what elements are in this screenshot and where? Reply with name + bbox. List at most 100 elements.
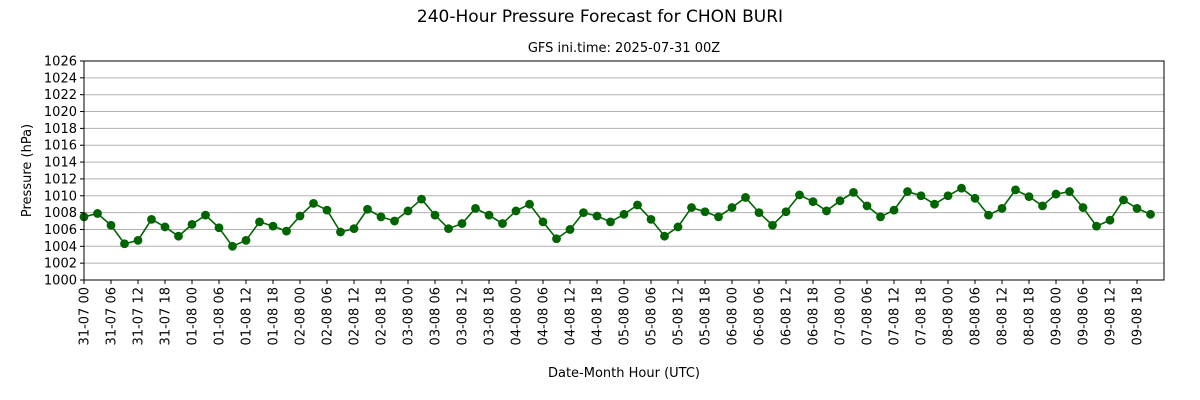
data-point <box>498 219 507 228</box>
y-tick-label: 1014 <box>44 156 77 171</box>
y-tick-label: 1026 <box>44 55 77 70</box>
x-tick-label: 04-08 12 <box>564 287 579 345</box>
data-point <box>822 206 831 216</box>
x-tick-label: 08-08 12 <box>996 287 1011 345</box>
x-tick-label: 07-08 18 <box>915 287 930 345</box>
data-point <box>754 208 764 218</box>
data-point <box>93 209 102 218</box>
data-point <box>1011 185 1020 195</box>
x-tick-label: 04-08 06 <box>537 287 552 345</box>
data-point <box>646 214 656 224</box>
chart-title: 240-Hour Pressure Forecast for CHON BURI <box>417 7 783 27</box>
x-tick-label: 31-07 06 <box>105 287 120 345</box>
data-point <box>255 217 264 227</box>
data-point <box>511 206 521 216</box>
y-tick-label: 1022 <box>44 88 77 103</box>
x-tick-label: 05-08 06 <box>645 287 660 345</box>
data-point <box>403 206 413 216</box>
data-point <box>322 205 332 215</box>
x-tick-label: 31-07 18 <box>159 287 174 345</box>
data-point <box>930 199 939 209</box>
x-tick-label: 07-08 12 <box>888 287 903 345</box>
y-axis-label: Pressure (hPa) <box>20 124 35 217</box>
x-tick-label: 03-08 06 <box>429 287 444 345</box>
data-point <box>349 224 359 234</box>
data-point <box>417 194 426 204</box>
data-point <box>390 216 399 226</box>
x-tick-label: 09-08 06 <box>1077 287 1092 345</box>
data-point <box>673 222 683 232</box>
x-tick-label: 05-08 12 <box>672 287 687 345</box>
x-tick-label: 01-08 06 <box>213 287 228 345</box>
x-tick-label: 01-08 00 <box>186 287 201 345</box>
x-tick-label: 04-08 00 <box>510 287 525 345</box>
data-point <box>1024 192 1034 202</box>
y-tick-label: 1020 <box>44 105 77 120</box>
data-point <box>916 191 926 201</box>
x-tick-label: 09-08 12 <box>1104 287 1119 345</box>
data-point <box>1132 204 1142 213</box>
data-point <box>1146 209 1155 219</box>
data-point <box>862 201 872 211</box>
data-point <box>282 226 291 236</box>
data-point <box>889 205 899 215</box>
x-tick-label: 08-08 18 <box>1023 287 1038 345</box>
gridlines <box>84 60 1164 281</box>
data-point <box>336 227 345 237</box>
y-tick-label: 1010 <box>44 189 77 204</box>
data-point <box>363 204 372 214</box>
data-point <box>120 239 129 249</box>
data-point <box>619 209 629 219</box>
data-point <box>1078 203 1088 212</box>
data-point <box>1092 221 1101 231</box>
data-point <box>1051 189 1061 199</box>
data-point <box>1065 187 1074 196</box>
x-tick-label: 07-08 06 <box>861 287 876 345</box>
data-point <box>835 196 845 206</box>
data-point <box>376 212 386 222</box>
x-tick-label: 03-08 00 <box>402 287 417 345</box>
data-point <box>133 236 143 245</box>
x-axis-ticks: 31-07 00 31-07 06 31-07 12 31-07 18 01-08 00… <box>78 280 1146 345</box>
x-tick-label: 09-08 00 <box>1050 287 1065 345</box>
x-tick-label: 05-08 00 <box>618 287 633 345</box>
data-point <box>727 203 737 212</box>
data-point <box>484 210 494 220</box>
y-tick-label: 1016 <box>44 139 77 154</box>
data-point <box>174 231 183 241</box>
data-point <box>228 241 237 251</box>
y-tick-label: 1018 <box>44 122 77 137</box>
x-tick-label: 06-08 18 <box>807 287 822 345</box>
data-point <box>201 210 210 220</box>
data-point <box>903 187 912 196</box>
data-point <box>957 183 966 193</box>
data-point <box>565 225 575 234</box>
data-point <box>768 220 777 230</box>
chart-subtitle: GFS ini.time: 2025-07-31 00Z <box>528 41 720 56</box>
x-tick-label: 03-08 12 <box>456 287 471 345</box>
x-tick-label: 06-08 12 <box>780 287 795 345</box>
y-tick-label: 1024 <box>44 71 77 86</box>
x-tick-label: 05-08 18 <box>699 287 714 345</box>
data-point <box>984 210 993 220</box>
data-point <box>187 220 197 229</box>
x-tick-label: 04-08 18 <box>591 287 606 345</box>
data-point <box>241 236 251 245</box>
data-point <box>214 223 224 233</box>
data-point <box>795 190 804 200</box>
data-point <box>538 217 548 227</box>
data-point <box>471 204 480 213</box>
data-point <box>633 200 642 210</box>
data-point <box>268 221 278 231</box>
data-point <box>457 219 467 228</box>
data-point <box>579 208 588 218</box>
y-tick-label: 1008 <box>44 206 77 221</box>
data-point <box>309 198 318 208</box>
data-point <box>808 197 818 207</box>
data-point <box>849 188 858 197</box>
data-point <box>781 207 791 217</box>
x-tick-label: 02-08 12 <box>348 287 363 345</box>
data-point <box>1105 215 1115 225</box>
